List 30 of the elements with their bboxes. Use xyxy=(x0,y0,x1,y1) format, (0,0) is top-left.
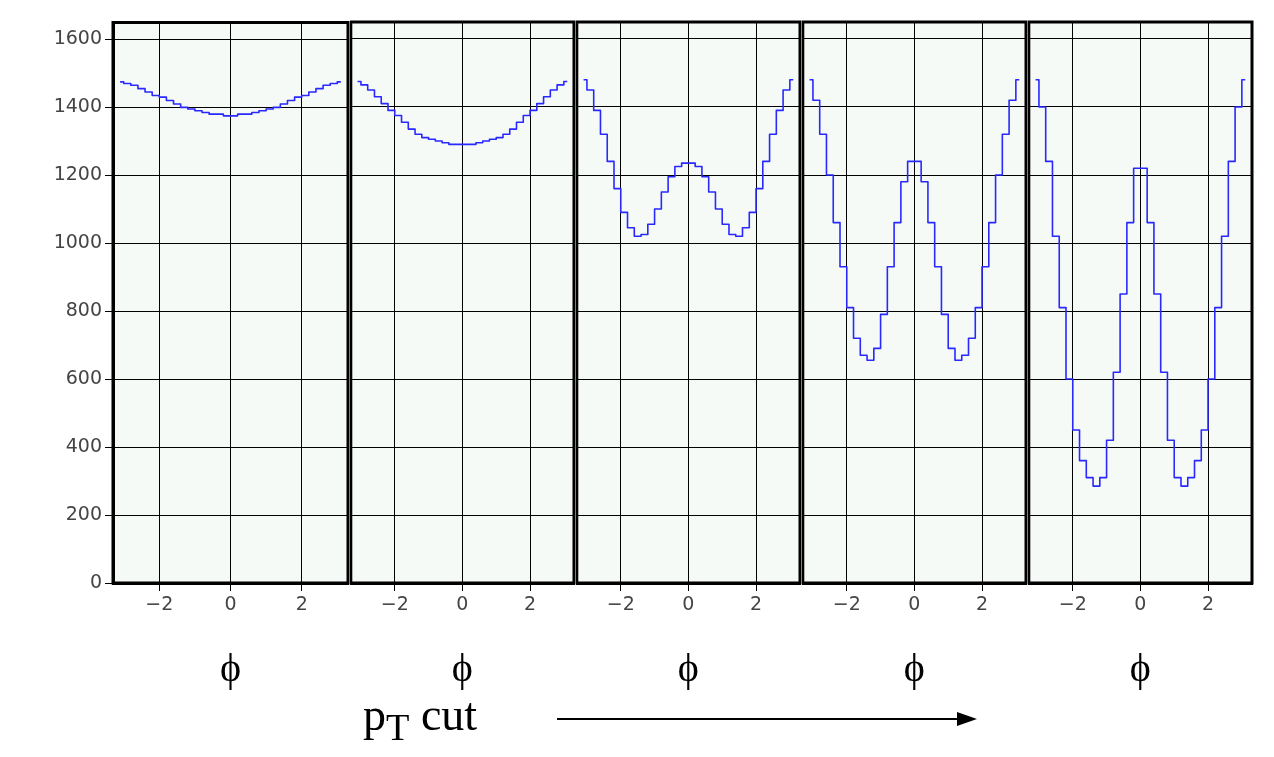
y-tick-label: 200 xyxy=(65,501,102,524)
y-tick-label: 800 xyxy=(65,298,102,321)
x-tick-label: 0 xyxy=(908,592,921,615)
x-tick-label: 0 xyxy=(1134,592,1147,615)
x-tick-label: 2 xyxy=(749,592,763,615)
x-axis-title: ϕ xyxy=(1129,644,1151,690)
text: p$_{T}$ cut xyxy=(363,689,478,750)
y-tick-label: 1000 xyxy=(53,230,102,253)
y-tick-label: 0 xyxy=(89,569,102,592)
x-axis-title: ϕ xyxy=(903,644,925,690)
x-tick-label: −2 xyxy=(380,592,409,615)
y-tick-label: 1600 xyxy=(53,26,102,49)
x-axis-title: ϕ xyxy=(219,644,242,690)
x-tick-label: 2 xyxy=(975,592,989,615)
x-tick-label: 2 xyxy=(295,592,308,615)
y-tick-label: 400 xyxy=(65,434,102,457)
x-tick-label: 2 xyxy=(523,592,537,615)
x-axis-title: ϕ xyxy=(451,644,473,690)
x-tick-label: 0 xyxy=(456,592,469,615)
x-tick-label: −2 xyxy=(145,592,174,615)
x-tick-label: 2 xyxy=(1201,592,1215,615)
x-tick-label: −2 xyxy=(1058,592,1087,615)
x-tick-label: −2 xyxy=(606,592,635,615)
y-tick-label: 600 xyxy=(65,366,102,389)
x-tick-label: 0 xyxy=(224,592,237,615)
y-tick-label: 1200 xyxy=(53,162,102,185)
x-tick-label: 0 xyxy=(682,592,695,615)
x-tick-label: −2 xyxy=(832,592,861,615)
y-tick-label: 1400 xyxy=(53,94,102,117)
x-axis-title: ϕ xyxy=(677,644,699,690)
